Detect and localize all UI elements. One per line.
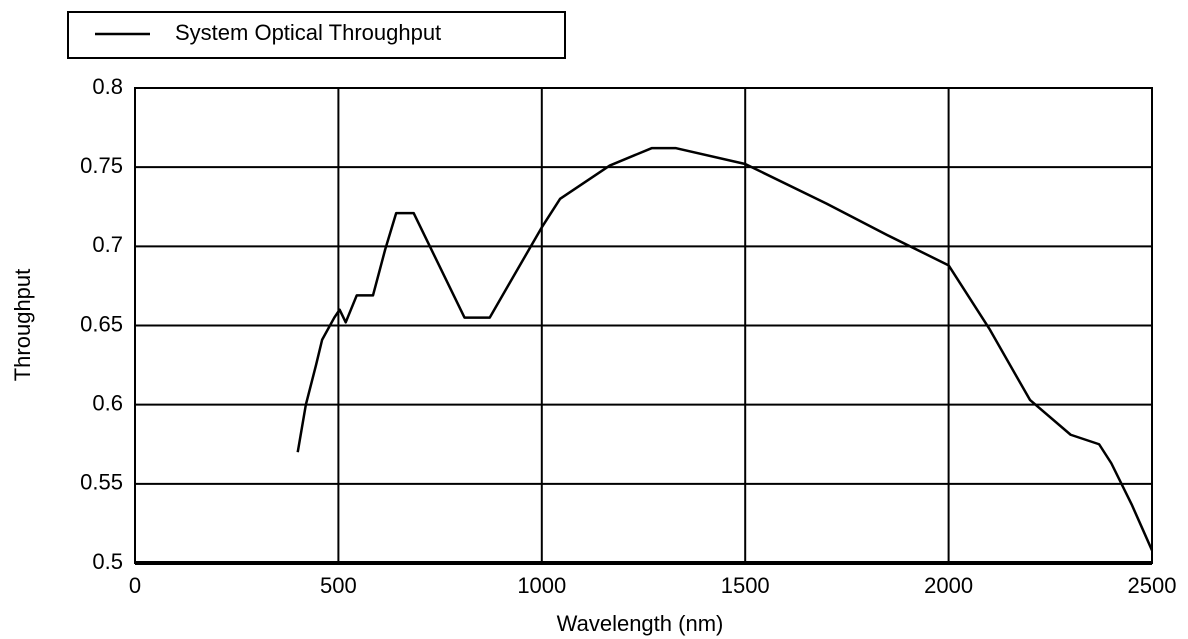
x-tick-label: 1000 <box>517 573 566 598</box>
x-tick-label: 2000 <box>924 573 973 598</box>
y-tick-label: 0.6 <box>92 390 123 415</box>
data-line <box>296 146 1154 551</box>
y-tick-label: 0.75 <box>80 153 123 178</box>
y-tick-label: 0.5 <box>92 549 123 574</box>
legend-label: System Optical Throughput <box>175 20 441 45</box>
y-axis-label: Throughput <box>10 269 35 382</box>
y-tick-label: 0.55 <box>80 470 123 495</box>
legend-box <box>67 11 566 59</box>
x-tick-label: 1500 <box>721 573 770 598</box>
y-tick-label: 0.65 <box>80 311 123 336</box>
y-tick-label: 0.7 <box>92 232 123 257</box>
x-tick-label: 500 <box>320 573 357 598</box>
x-tick-label: 2500 <box>1128 573 1177 598</box>
x-tick-label: 0 <box>129 573 141 598</box>
y-tick-label: 0.8 <box>92 74 123 99</box>
x-axis-label: Wavelength (nm) <box>557 611 724 636</box>
